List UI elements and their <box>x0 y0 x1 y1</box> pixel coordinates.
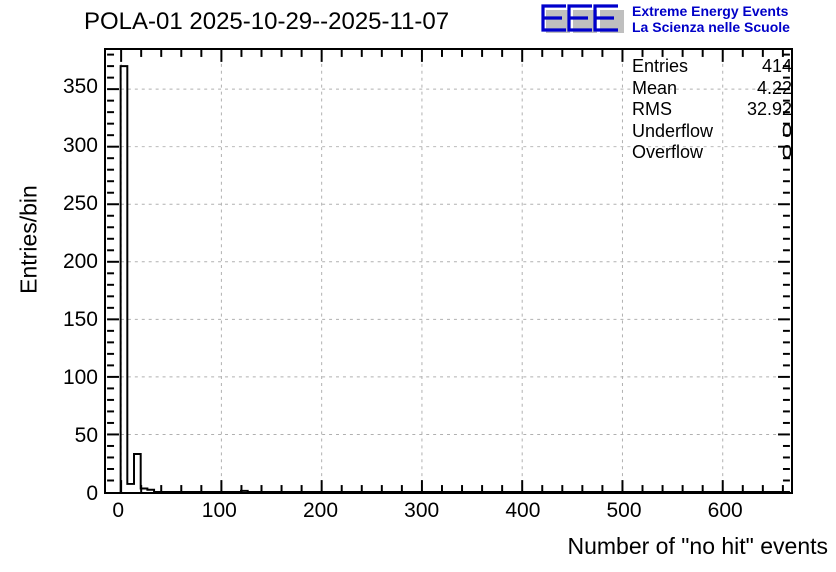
x-tick-label: 600 <box>707 499 743 522</box>
stats-row-label: Underflow <box>632 120 714 141</box>
y-axis-title: Entries/bin <box>15 185 42 294</box>
eee-logo: Extreme Energy Events La Scienza nelle S… <box>540 2 832 38</box>
stats-row-value: 4.22 <box>756 77 792 98</box>
x-tick-label: 400 <box>505 499 541 522</box>
stats-row-label: Mean <box>632 77 678 98</box>
eee-logo-mark <box>541 4 624 33</box>
x-tick-label: 500 <box>606 499 642 522</box>
y-tick-label: 350 <box>62 75 98 99</box>
x-tick-label: 100 <box>201 499 237 522</box>
stats-row: Overflow 0 <box>632 142 792 164</box>
page-title: POLA-01 2025-10-29--2025-11-07 <box>84 8 450 35</box>
x-axis-title: Number of "no hit" events <box>567 533 828 559</box>
y-axis-tick-labels: 0 50 100 150 200 250 300 350 <box>30 48 98 504</box>
eee-logo-line1: Extreme Energy Events <box>632 3 789 19</box>
x-tick-label: 200 <box>302 499 339 522</box>
y-tick-label: 150 <box>62 307 98 331</box>
y-tick-label: 200 <box>62 249 98 273</box>
y-tick-label: 0 <box>86 482 98 505</box>
y-tick-label: 100 <box>62 365 98 389</box>
stats-row-value: 0 <box>781 120 792 141</box>
stats-row-value: 0 <box>781 142 792 162</box>
stats-row: Mean 4.22 <box>632 78 792 100</box>
y-tick-label: 300 <box>62 133 98 157</box>
y-tick-label: 50 <box>74 423 98 447</box>
stats-row-value: 32.92 <box>746 99 792 119</box>
y-tick-label: 250 <box>62 191 98 215</box>
stats-row: RMS 32.92 <box>632 99 792 121</box>
stats-row: Underflow 0 <box>632 121 792 143</box>
stats-box: Entries 414 Mean 4.22 RMS 32.92 Underflow 0 Over… <box>632 56 792 164</box>
eee-logo-line2: La Scienza nelle Scuole <box>632 19 790 35</box>
stats-row-value: 414 <box>761 56 792 76</box>
stats-row: Entries 414 <box>632 56 792 78</box>
x-axis-tick-labels: 0 100 200 300 400 500 600 <box>104 500 793 526</box>
x-tick-label: 300 <box>404 499 440 522</box>
x-tick-label: 0 <box>112 499 124 522</box>
eee-logo-text: Extreme Energy Events La Scienza nelle S… <box>632 3 832 35</box>
stats-row-label: Entries <box>632 56 689 76</box>
stats-row-label: RMS <box>632 99 672 119</box>
stats-row-label: Overflow <box>632 142 704 162</box>
